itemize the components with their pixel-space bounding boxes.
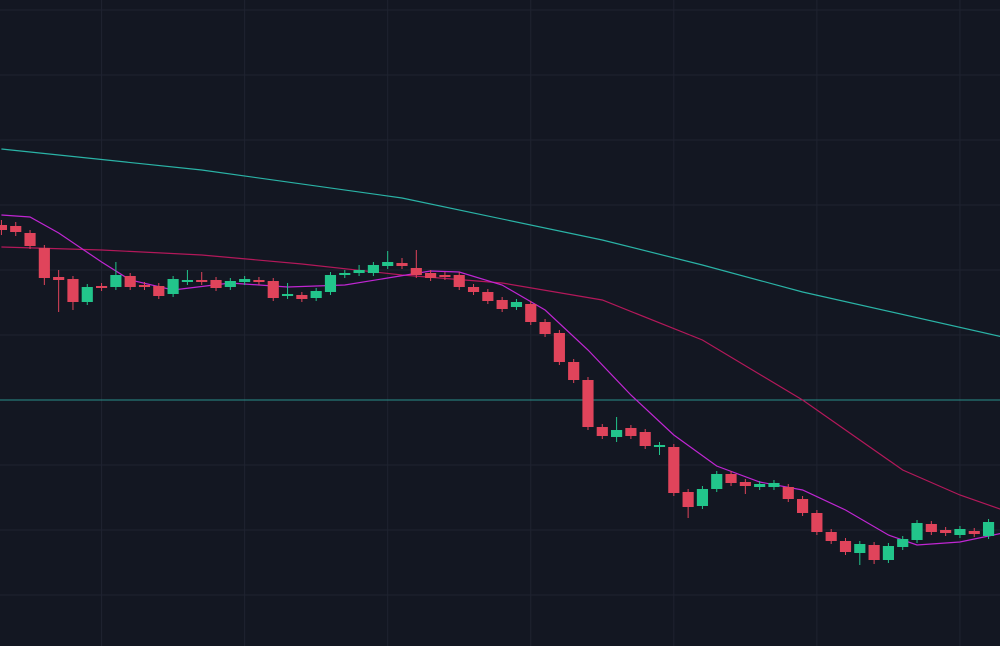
candle-body — [553, 333, 565, 362]
moving-average-line — [1, 148, 1000, 337]
candle-body — [825, 532, 837, 541]
candle-body — [668, 447, 680, 493]
candle-body — [782, 487, 794, 499]
candle-body — [281, 294, 294, 296]
candle-body — [353, 270, 365, 273]
candle-body — [138, 285, 151, 287]
candle-body — [339, 273, 351, 275]
candle-body — [854, 544, 866, 553]
candle-body — [110, 275, 122, 287]
candle-body — [181, 280, 193, 282]
candle-body — [324, 275, 337, 292]
candle-body — [525, 304, 537, 322]
candle-body — [410, 268, 422, 275]
candle-body — [239, 279, 251, 282]
candle-body — [24, 233, 36, 246]
candle-body — [396, 263, 408, 266]
candle-body — [754, 484, 766, 487]
candle-body — [81, 287, 93, 302]
candle-body — [296, 295, 308, 299]
candle-body — [811, 513, 823, 532]
candle-body — [196, 280, 208, 282]
candle-body — [639, 432, 651, 446]
candle-body — [925, 524, 937, 532]
candle-body — [911, 523, 923, 540]
candle-body — [653, 445, 666, 447]
candle-body — [940, 530, 952, 533]
candle-body — [53, 277, 65, 280]
candle-body — [382, 262, 394, 266]
candle-body — [725, 474, 737, 483]
candle-body — [696, 489, 709, 506]
candle-body — [224, 281, 236, 287]
moving-average-line — [1, 246, 1000, 510]
candle-body — [167, 279, 179, 294]
candle-body — [868, 545, 880, 560]
candle-body — [897, 539, 909, 547]
candle-body — [968, 531, 980, 534]
candle-body — [982, 522, 995, 536]
candle-body — [210, 280, 222, 288]
candle-body — [954, 529, 966, 535]
candle-body — [10, 226, 22, 232]
candle-body — [510, 302, 523, 307]
candle-body — [0, 225, 8, 230]
candle-body — [682, 492, 694, 507]
candle-body — [267, 281, 279, 298]
candle-body — [310, 291, 322, 298]
candle-body — [453, 275, 465, 287]
candle-body — [625, 428, 637, 436]
candle-body — [711, 474, 723, 489]
candle-body — [768, 483, 780, 487]
candle-body — [253, 280, 265, 282]
candle-body — [796, 499, 809, 513]
candle-body — [482, 292, 494, 301]
candle-body — [496, 300, 508, 309]
candle-body — [153, 286, 165, 296]
candle-body — [539, 322, 551, 334]
candle-body — [38, 248, 50, 278]
candle-body — [582, 380, 594, 427]
candle-body — [467, 287, 480, 292]
candle-body — [611, 430, 623, 437]
candle-body — [425, 273, 437, 278]
candle-body — [95, 286, 108, 288]
candle-body — [568, 362, 580, 380]
candle-body — [839, 541, 852, 552]
candle-body — [367, 265, 379, 273]
candle-body — [596, 427, 608, 436]
candle-body — [124, 276, 136, 287]
candle-body — [739, 482, 751, 486]
candle-body — [67, 279, 79, 302]
candle-body — [439, 275, 451, 277]
candle-body — [882, 546, 894, 560]
